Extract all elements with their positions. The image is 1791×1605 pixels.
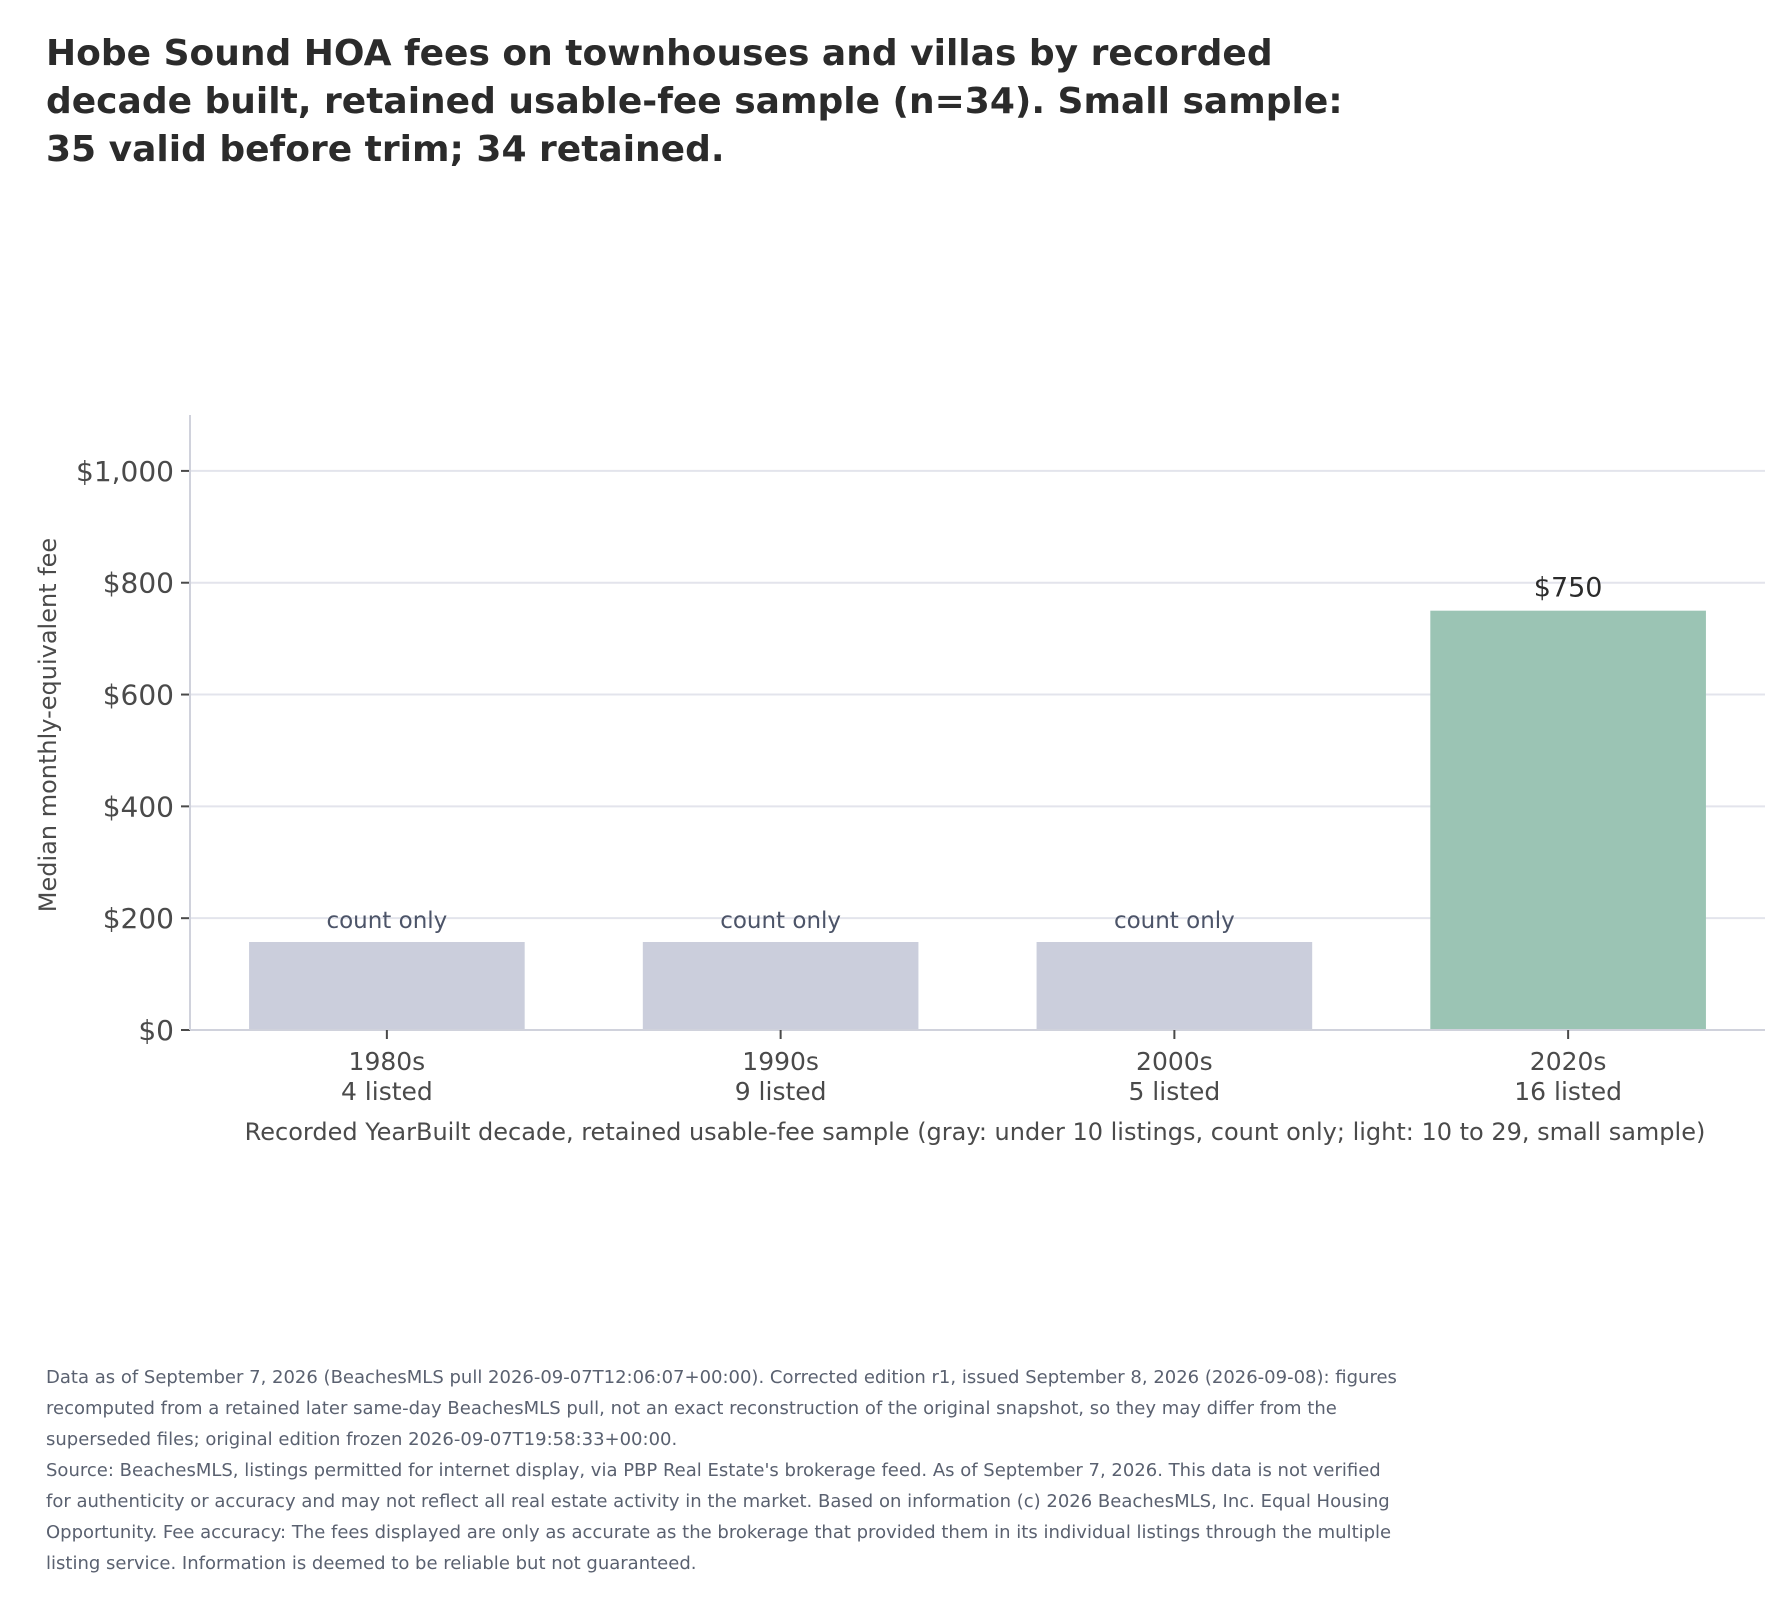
footer-notes: Data as of September 7, 2026 (BeachesMLS… bbox=[46, 1362, 1406, 1579]
x-tick-label: 1990s bbox=[742, 1047, 819, 1076]
y-axis-title: Median monthly-equivalent fee bbox=[34, 538, 62, 912]
labels: $0 $200 $400 $600 $800 $1,000 count only 1980s4… bbox=[76, 455, 1622, 1106]
bar-chart: $0 $200 $400 $600 $800 $1,000 count only 1980s4… bbox=[34, 415, 1765, 1146]
x-axis-title: Recorded YearBuilt decade, retained usab… bbox=[245, 1118, 1706, 1146]
x-tick-count-label: 5 listed bbox=[1128, 1077, 1220, 1106]
x-tick-label: 2020s bbox=[1530, 1047, 1607, 1076]
x-tick-label: 2000s bbox=[1136, 1047, 1213, 1076]
y-tick-label: $800 bbox=[103, 567, 174, 600]
y-tick-label: $1,000 bbox=[76, 455, 174, 488]
bar-data-label: count only bbox=[720, 908, 841, 934]
source-note: Source: BeachesMLS, listings permitted f… bbox=[46, 1460, 1392, 1574]
bar-data-label: count only bbox=[326, 908, 447, 934]
y-tick-label: $400 bbox=[103, 790, 174, 823]
edition-note: Data as of September 7, 2026 (BeachesMLS… bbox=[46, 1367, 1397, 1450]
x-tick-count-label: 9 listed bbox=[735, 1077, 827, 1106]
bar-data-label: $750 bbox=[1534, 573, 1603, 604]
bar-data-label: count only bbox=[1114, 908, 1235, 934]
bar bbox=[1430, 610, 1706, 1030]
x-tick-count-label: 4 listed bbox=[341, 1077, 433, 1106]
y-tick-label: $0 bbox=[138, 1014, 174, 1047]
x-tick-label: 1980s bbox=[349, 1047, 426, 1076]
chart-title: Hobe Sound HOA fees on townhouses and vi… bbox=[46, 33, 1343, 170]
bar-count-only bbox=[1036, 942, 1313, 1030]
y-tick-label: $200 bbox=[103, 902, 174, 935]
x-tick-count-label: 16 listed bbox=[1514, 1077, 1622, 1106]
bar-count-only bbox=[249, 942, 525, 1030]
y-tick-label: $600 bbox=[103, 679, 174, 712]
bars bbox=[249, 610, 1706, 1030]
axes bbox=[181, 415, 1765, 1039]
bar-count-only bbox=[642, 942, 919, 1030]
